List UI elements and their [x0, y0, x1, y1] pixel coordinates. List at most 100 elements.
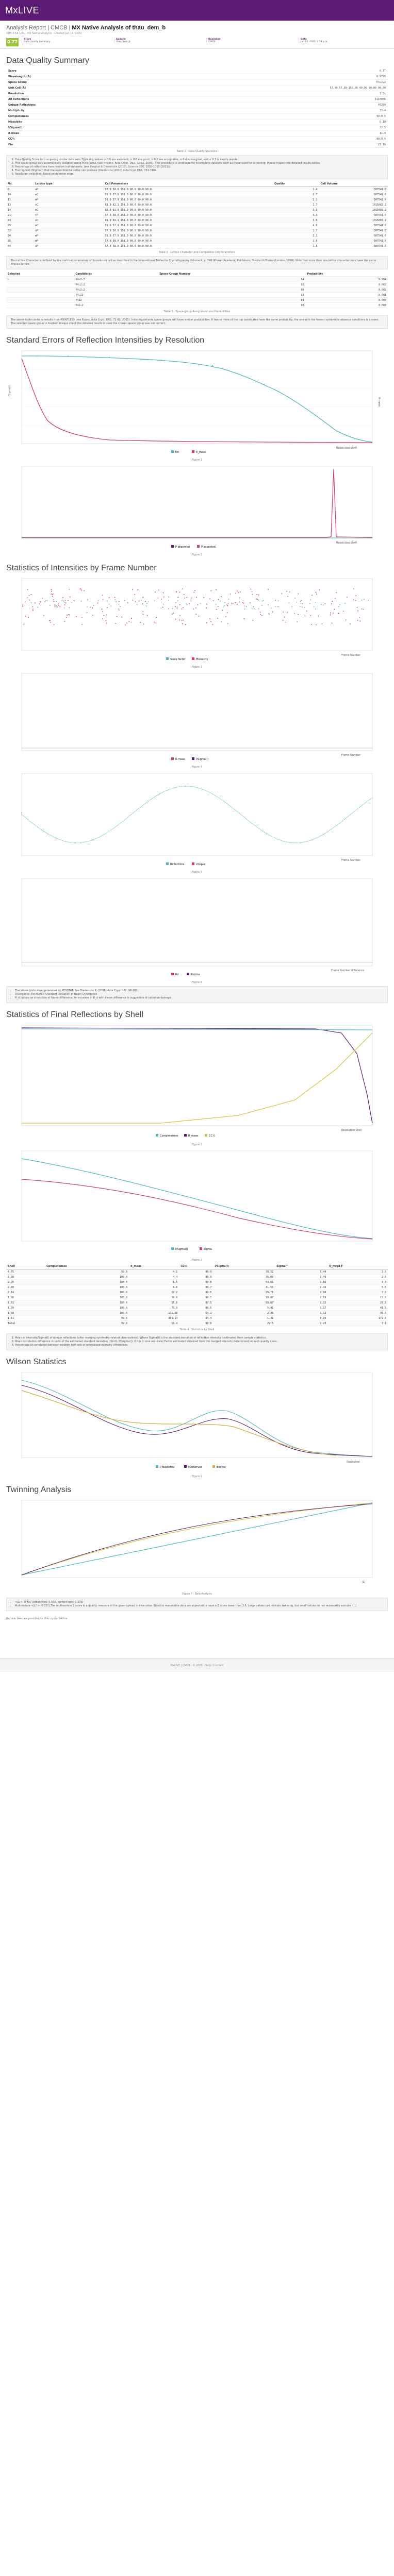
table-row: 1.60 100.0 171.58 64.3 2.36 1.13 99.0 — [6, 1310, 388, 1316]
scatter-point — [195, 614, 197, 615]
table-cell: 1.6 — [272, 238, 319, 244]
app-logo[interactable]: MxLIVE — [5, 5, 40, 15]
note-item: Resolution selection: Based on detector … — [15, 173, 383, 176]
scatter-point — [333, 613, 334, 614]
quality-notes: Data Quality Score for comparing similar… — [6, 155, 388, 179]
table-cell: 2.6 — [327, 1274, 388, 1280]
table-row: 2.76 100.0 6.5 99.8 54.01 2.86 4.4 — [6, 1279, 388, 1285]
note-item: <|L|>: 0.497 [untwinned: 0.500, perfect … — [15, 1601, 383, 1604]
scatter-point — [256, 598, 258, 600]
column-header[interactable]: Cell Parameters — [103, 181, 273, 187]
scatter-point — [338, 613, 339, 615]
scatter-point — [189, 603, 190, 604]
table-cell: 21 — [6, 212, 34, 218]
scatter-point — [193, 591, 195, 593]
scatter-point — [309, 603, 310, 604]
column-header[interactable]: CC½ — [179, 1264, 214, 1269]
scatter-point — [156, 617, 157, 618]
scatter-point — [81, 617, 83, 618]
table-cell: P422 — [74, 297, 158, 303]
scatter-point — [244, 605, 245, 606]
scatter-point — [319, 589, 320, 590]
scatter-point — [179, 619, 180, 621]
scatter-point — [334, 608, 335, 610]
scatter-point — [347, 597, 348, 598]
scatter-point — [253, 606, 254, 607]
scatter-point — [252, 619, 254, 621]
scatter-point — [179, 591, 180, 593]
figure-caption: Figure 2 — [191, 553, 203, 556]
table-row: 44 aP 57.9 58.0 151.0 90.0 90.0 90.0 1.8 507… — [6, 243, 388, 249]
scatter-point — [70, 596, 71, 598]
column-header[interactable]: Quality — [272, 181, 319, 187]
column-header[interactable]: No. — [6, 181, 34, 187]
quality-table: Score 0.77 Wavelength (Å) 0.9795 Space Group… — [6, 69, 388, 148]
quality-row: Multiplicity 23.4 — [6, 108, 388, 114]
scatter-point — [306, 611, 307, 612]
scatter-point — [282, 619, 284, 621]
scatter-point — [50, 621, 51, 623]
scatter-point — [206, 622, 207, 623]
table-cell: 5.41 — [213, 1305, 275, 1311]
scatter-point — [336, 592, 337, 594]
quality-row: Wavelength (Å) 0.9795 — [6, 74, 388, 80]
wilson-chart: Resolution I/ Expected I/Observed Binned — [21, 1372, 373, 1469]
scatter-point — [185, 624, 186, 625]
scatter-point — [316, 594, 317, 595]
scatter-point — [125, 624, 126, 625]
table-cell: 3.46 — [275, 1274, 328, 1280]
scatter-point — [220, 600, 221, 602]
scatter-point — [168, 596, 170, 598]
column-header[interactable]: Shell — [6, 1264, 45, 1269]
scatter-point — [261, 615, 262, 616]
table-cell: 2.1 — [272, 233, 319, 239]
svg-text:I/ Expected: I/ Expected — [160, 1466, 174, 1469]
scatter-point — [244, 608, 245, 610]
column-header[interactable]: R_mrgd-F — [327, 1264, 388, 1269]
table-cell: 82.0 81.9 151.0 90.0 90.0 90.0 — [103, 207, 273, 213]
note-item: This space group was automatically assig… — [15, 162, 383, 165]
table-cell: 11 — [6, 197, 34, 202]
scatter-point — [80, 588, 81, 590]
table-cell: 10 — [6, 192, 34, 197]
scatter-point — [132, 589, 133, 590]
scatter-point — [110, 605, 112, 607]
scatter-point — [237, 590, 238, 592]
scatter-point — [332, 601, 333, 602]
scatter-point — [316, 624, 317, 625]
svg-text:Completeness: Completeness — [160, 1134, 178, 1138]
table-row: 34 mP 58.0 57.9 151.0 90.0 90.0 90.0 2.1 507… — [6, 233, 388, 239]
quality-value: 0.9795 — [47, 74, 388, 80]
table-cell: 507541.6 — [319, 238, 388, 244]
column-header[interactable]: Probability — [305, 272, 388, 277]
scatter-point — [275, 600, 276, 601]
column-header[interactable]: Space-Group Number — [158, 272, 306, 277]
table-cell: 14 — [6, 207, 34, 213]
scatter-point — [355, 595, 356, 597]
column-header[interactable]: Completeness — [45, 1264, 129, 1269]
scatter-point — [102, 599, 104, 600]
scatter-point — [136, 604, 138, 605]
scatter-point — [92, 615, 94, 616]
column-header[interactable]: I/Sigma(I) — [213, 1264, 275, 1269]
twin-notes: <|L|>: 0.497 [untwinned: 0.500, perfect … — [6, 1598, 388, 1611]
column-header[interactable]: Candidates — [74, 272, 158, 277]
svg-text:Rd/obs: Rd/obs — [191, 973, 200, 976]
column-header[interactable]: Cell Volume — [319, 181, 388, 187]
scatter-point — [215, 589, 217, 590]
table-row: 1.96 100.0 19.9 99.1 18.87 1.59 12.0 — [6, 1295, 388, 1300]
column-header[interactable]: R_meas — [129, 1264, 179, 1269]
table-cell: 3.38 — [6, 1274, 45, 1280]
scatter-point — [310, 615, 311, 616]
scatter-point — [90, 606, 91, 608]
column-header[interactable]: Selected — [6, 272, 74, 277]
quality-key: All Reflections — [6, 96, 47, 103]
scatter-point — [40, 601, 41, 602]
table-cell: 57.9 58.0 151.0 90.0 90.0 90.0 — [103, 243, 273, 249]
column-header[interactable]: Lattice type — [33, 181, 104, 187]
scatter-point — [296, 601, 298, 603]
scatter-point — [283, 611, 284, 613]
space-group-table: Selected Candidates Space-Group Number Prob… — [6, 272, 388, 308]
column-header[interactable]: Sigma⁽ᵃ⁾ — [275, 1264, 328, 1269]
table-cell: 6.5 — [129, 1279, 179, 1285]
